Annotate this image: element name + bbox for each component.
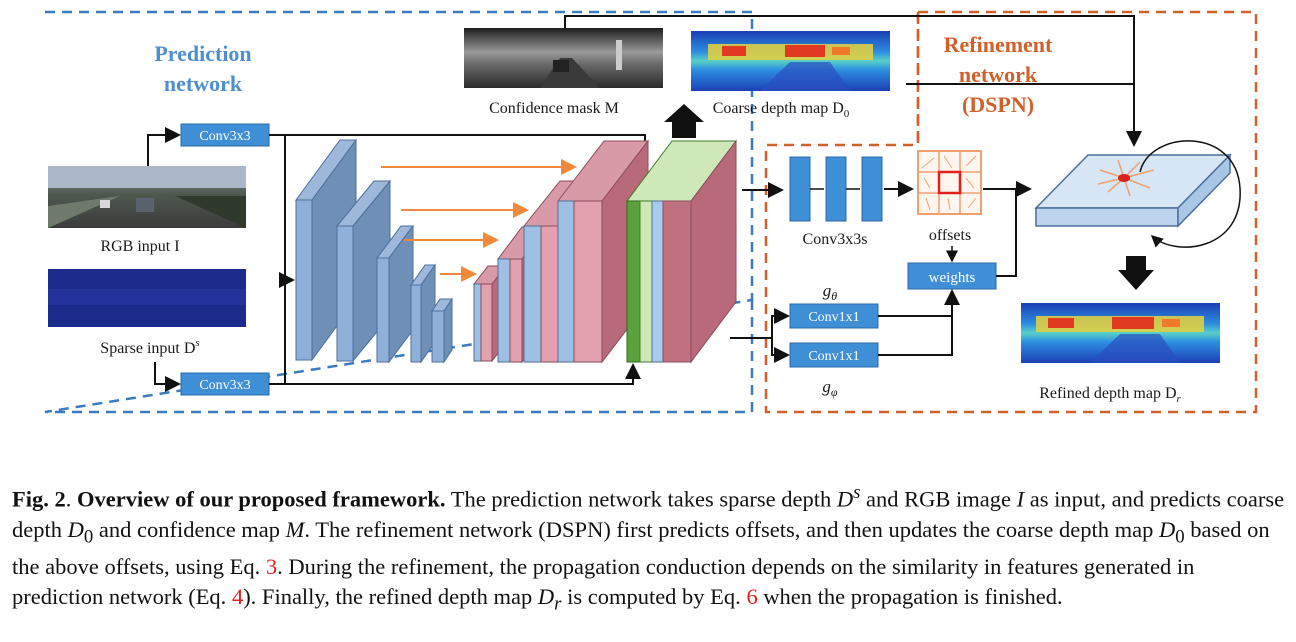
prediction-network-border [44,10,754,414]
refinement-network-border [764,10,1258,414]
svg-text:weights: weights [929,270,976,286]
rgb-input-image [48,166,246,228]
refinement-title-line1: Refinement [944,32,1053,57]
offsets-label: offsets [929,227,971,244]
skip-connection-arrows [381,159,577,282]
offsets-grid [917,150,982,215]
caption-fig-number: Fig. 2 [12,486,66,512]
figure-caption: Fig. 2. Overview of our proposed framewo… [12,482,1285,615]
confidence-mask-image [464,28,663,88]
conv1x1-bottom-box [789,342,879,368]
confidence-mask-label: Confidence mask M [489,100,619,117]
prediction-title-line1: Prediction [154,41,251,66]
propagation-plate [1034,140,1241,248]
weights-box [907,262,997,290]
conv3x3s-blocks [789,156,883,222]
rgb-input-label: RGB input I [100,238,179,255]
eq6-link[interactable]: 6 [746,584,758,609]
refinement-title-line2: network [959,62,1038,87]
encoder-blocks [295,138,453,364]
refinement-title-line3: (DSPN) [962,92,1034,117]
g-theta-label: gθ [823,281,838,303]
svg-text:Conv1x1: Conv1x1 [808,349,859,364]
eq3-link[interactable]: 3 [265,554,278,579]
coarse-depth-map-image [691,31,890,91]
caption-title: Overview of our proposed framework. [77,486,446,512]
sparse-input-image [48,269,246,327]
output-up-arrow [664,104,704,138]
eq4-link[interactable]: 4 [231,584,244,609]
svg-text:Conv1x1: Conv1x1 [808,310,859,325]
conv1x1-top-box [789,303,879,329]
svg-text:Conv3x3: Conv3x3 [199,378,250,393]
prediction-title-line2: network [164,71,243,96]
refined-depth-label: Refined depth map Dr [1039,385,1181,405]
output-feature-block [626,139,737,364]
svg-text:Conv3x3: Conv3x3 [199,129,250,144]
conv3x3s-label: Conv3x3s [803,231,868,248]
g-phi-label: gφ [822,377,838,399]
refined-depth-map-image [1021,303,1220,363]
sparse-input-label: Sparse input Ds [100,337,199,357]
refine-down-arrow [1118,256,1154,290]
decoder-blocks [472,139,650,364]
coarse-depth-label: Coarse depth map D0 [713,100,850,120]
framework-diagram: Prediction network Refinement network (D… [44,10,1258,414]
